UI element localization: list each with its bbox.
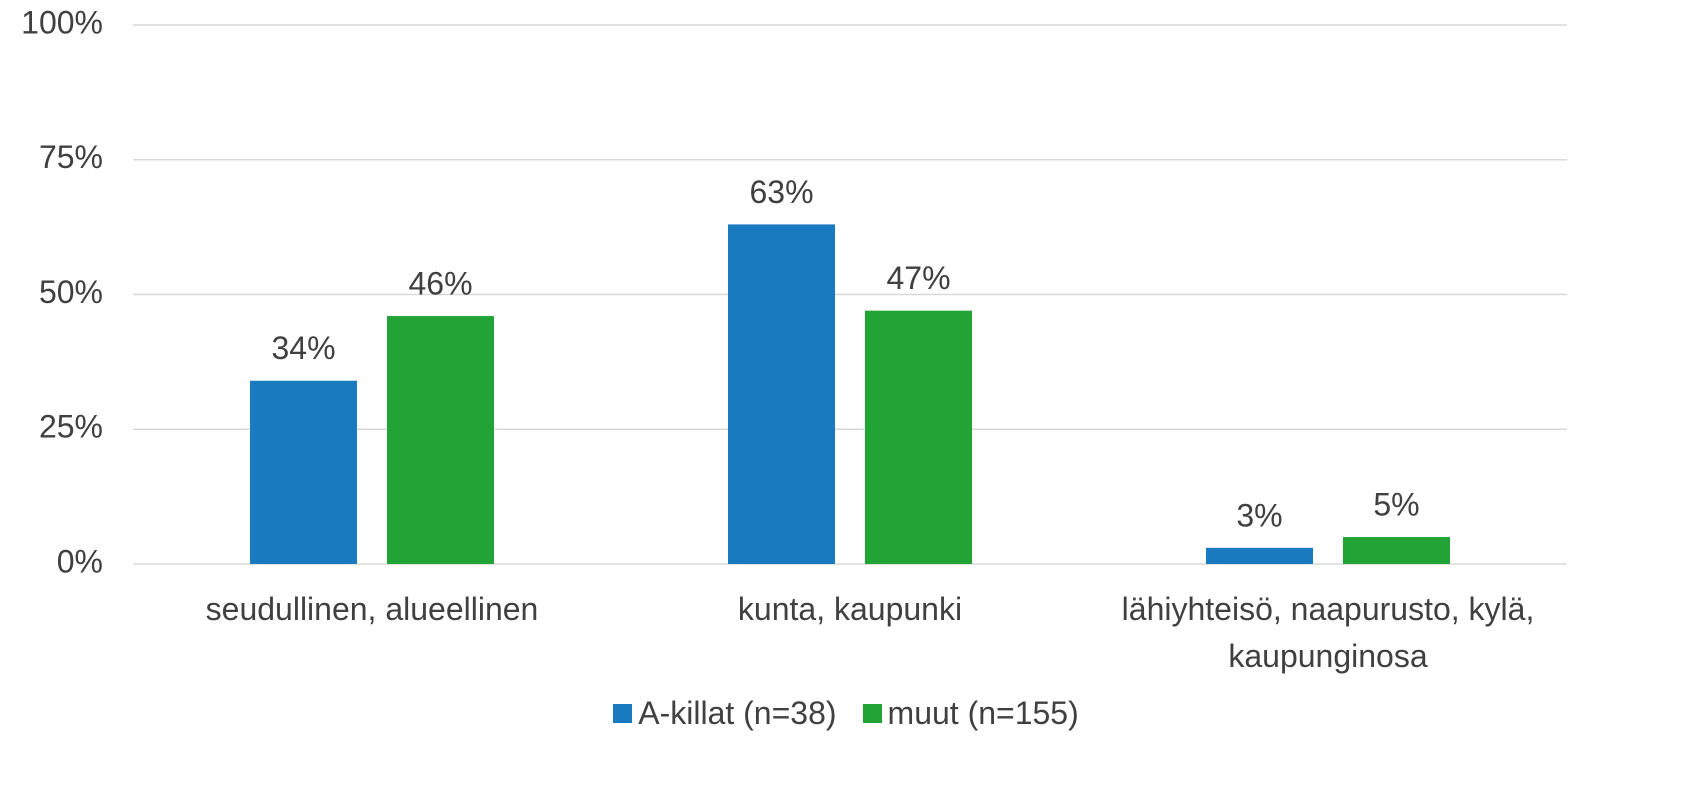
legend-item: muut (n=155) [862,695,1079,732]
x-tick-label: kunta, kaupunki [737,591,963,627]
data-label: 34% [271,330,335,366]
legend-swatch [862,704,882,723]
y-tick-label: 75% [39,139,103,175]
data-label: 47% [886,260,950,296]
legend-label: muut (n=155) [887,695,1079,731]
y-tick-label: 50% [39,274,103,310]
y-tick-label: 25% [39,409,103,445]
bar [728,224,835,564]
legend-label: A-killat (n=38) [638,695,837,731]
y-tick-label: 0% [57,543,103,579]
bar [250,380,357,564]
bar [387,316,494,564]
data-label: 46% [408,266,472,302]
data-label: 5% [1373,487,1419,523]
data-label: 63% [749,174,813,210]
bar [865,310,972,564]
x-tick-label: lähiyhteisö, naapurusto, kylä, kaupungin… [1121,591,1535,674]
bar [1343,537,1450,564]
legend: A-killat (n=38) muut (n=155) [0,695,1692,732]
bar [1206,547,1313,564]
legend-item: A-killat (n=38) [613,695,837,732]
legend-swatch [613,704,633,723]
y-tick-label: 100% [21,4,103,40]
x-tick-label: seudullinen, alueellinen [205,591,539,627]
data-label: 3% [1236,497,1282,533]
